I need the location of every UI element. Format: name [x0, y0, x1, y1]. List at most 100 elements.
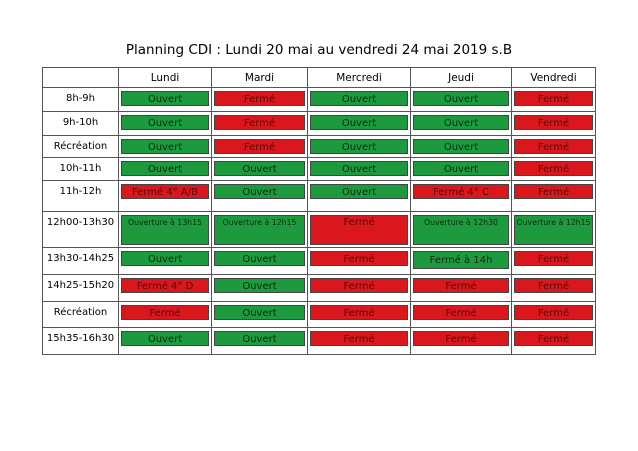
status-open-badge: Ouverture à 12h15	[514, 215, 593, 245]
status-open-badge: Ouvert	[413, 139, 509, 154]
schedule-cell: Fermé	[307, 247, 411, 275]
status-open-badge: Ouvert	[121, 161, 209, 176]
time-slot-cell: 14h25-15h20	[42, 274, 119, 302]
schedule-cell: Fermé à 14h	[410, 247, 512, 275]
time-slot-label: 11h-12h	[59, 186, 102, 197]
schedule-cell: Ouvert	[211, 180, 308, 212]
time-slot-cell: 15h35-16h30	[42, 327, 119, 355]
schedule-cell: Ouvert	[118, 87, 212, 112]
time-slot-label: 10h-11h	[59, 163, 102, 174]
status-closed-badge: Fermé	[514, 91, 593, 106]
schedule-cell: Fermé	[511, 247, 596, 275]
schedule-cell: Fermé	[511, 301, 596, 328]
schedule-row: 15h35-16h30 Ouvert Ouvert Fermé Fermé Fermé	[42, 327, 596, 355]
status-closed-badge: Fermé	[514, 251, 593, 266]
schedule-cell: Fermé	[511, 135, 596, 158]
status-closed-badge: Fermé	[514, 331, 593, 346]
time-slot-cell: 11h-12h	[42, 180, 119, 212]
schedule-cell: Ouverture à 12h15	[511, 211, 596, 248]
schedule-cell: Ouverture à 13h15	[118, 211, 212, 248]
schedule-row: 8h-9h Ouvert Fermé Ouvert Ouvert Fermé	[42, 87, 596, 112]
schedule-cell: Fermé	[211, 111, 308, 136]
schedule-cell: Fermé	[511, 327, 596, 355]
schedule-cell: Ouvert	[307, 157, 411, 181]
schedule-cell: Fermé	[511, 180, 596, 212]
schedule-cell: Ouverture à 12h15	[211, 211, 308, 248]
schedule-row: 13h30-14h25 Ouvert Ouvert Fermé Fermé à 14h F…	[42, 247, 596, 275]
time-slot-label: 9h-10h	[62, 117, 99, 128]
schedule-cell: Ouvert	[211, 327, 308, 355]
schedule-cell: Ouvert	[118, 111, 212, 136]
status-closed-badge: Fermé	[214, 91, 305, 106]
schedule-cell: Ouvert	[118, 135, 212, 158]
time-slot-label: Récréation	[53, 141, 108, 152]
day-header: Mardi	[211, 67, 308, 88]
day-header: Vendredi	[511, 67, 596, 88]
schedule-cell: Ouvert	[118, 247, 212, 275]
status-open-badge: Ouvert	[214, 161, 305, 176]
schedule-cell: Ouvert	[410, 87, 512, 112]
status-open-badge: Ouvert	[310, 115, 408, 130]
status-closed-badge: Fermé	[514, 139, 593, 154]
status-closed-badge: Fermé	[514, 115, 593, 130]
status-open-badge: Ouvert	[121, 251, 209, 266]
schedule-cell: Fermé	[410, 274, 512, 302]
status-open-badge: Ouvert	[310, 91, 408, 106]
status-open-badge: Ouverture à 12h15	[214, 215, 305, 245]
schedule-row: 9h-10h Ouvert Fermé Ouvert Ouvert Fermé	[42, 111, 596, 136]
status-closed-badge: Fermé	[214, 115, 305, 130]
header-row: Lundi Mardi Mercredi Jeudi Vendredi	[42, 67, 596, 88]
status-open-badge: Ouvert	[121, 115, 209, 130]
schedule-cell: Ouvert	[211, 157, 308, 181]
schedule-cell: Ouvert	[307, 135, 411, 158]
schedule-cell: Ouvert	[307, 87, 411, 112]
schedule-cell: Ouvert	[307, 180, 411, 212]
schedule-cell: Fermé 4° A/B	[118, 180, 212, 212]
status-open-badge: Ouverture à 13h15	[121, 215, 209, 245]
status-open-badge: Ouvert	[310, 161, 408, 176]
schedule-cell: Fermé	[511, 274, 596, 302]
time-slot-label: 15h35-16h30	[46, 333, 115, 344]
status-closed-badge: Fermé	[514, 184, 593, 199]
schedule-cell: Ouvert	[211, 274, 308, 302]
status-open-badge: Ouvert	[310, 139, 408, 154]
day-header: Jeudi	[410, 67, 512, 88]
schedule-cell: Fermé	[211, 135, 308, 158]
schedule-cell: Ouverture à 12h30	[410, 211, 512, 248]
status-closed-badge: Fermé	[310, 331, 408, 346]
status-closed-badge: Fermé	[413, 278, 509, 293]
schedule-cell: Ouvert	[307, 111, 411, 136]
status-closed-badge: Fermé	[121, 305, 209, 320]
time-slot-cell: 13h30-14h25	[42, 247, 119, 275]
status-closed-badge: Fermé	[514, 305, 593, 320]
status-open-badge: Ouvert	[413, 161, 509, 176]
corner-cell	[42, 67, 119, 88]
schedule-cell: Ouvert	[118, 327, 212, 355]
schedule-cell: Ouvert	[410, 157, 512, 181]
time-slot-cell: 10h-11h	[42, 157, 119, 181]
schedule-cell: Fermé	[211, 87, 308, 112]
status-open-badge: Ouvert	[121, 91, 209, 106]
schedule-row: 14h25-15h20 Fermé 4° D Ouvert Fermé Fermé Fer…	[42, 274, 596, 302]
schedule-cell: Fermé	[307, 211, 411, 248]
status-open-badge: Ouvert	[121, 139, 209, 154]
schedule-cell: Fermé	[307, 327, 411, 355]
status-open-badge: Ouvert	[310, 184, 408, 199]
day-header: Mercredi	[307, 67, 411, 88]
status-closed-badge: Fermé	[310, 251, 408, 266]
page-title: Planning CDI : Lundi 20 mai au vendredi …	[125, 42, 513, 58]
schedule-row: Récréation Fermé Ouvert Fermé Fermé Fermé	[42, 301, 596, 328]
time-slot-label: 13h30-14h25	[46, 253, 115, 264]
status-closed-badge: Fermé	[310, 305, 408, 320]
schedule-cell: Ouvert	[410, 111, 512, 136]
time-slot-label: 12h00-13h30	[46, 217, 115, 228]
schedule-cell: Fermé	[511, 111, 596, 136]
status-closed-badge: Fermé 4° D	[121, 278, 209, 293]
schedule-row: 11h-12h Fermé 4° A/B Ouvert Ouvert Fermé 4° …	[42, 180, 596, 212]
status-open-badge: Ouvert	[214, 305, 305, 320]
schedule-row: Récréation Ouvert Fermé Ouvert Ouvert Fermé	[42, 135, 596, 158]
status-closed-badge: Fermé	[214, 139, 305, 154]
status-closed-badge: Fermé	[413, 331, 509, 346]
time-slot-cell: Récréation	[42, 135, 119, 158]
schedule-cell: Fermé 4° C	[410, 180, 512, 212]
